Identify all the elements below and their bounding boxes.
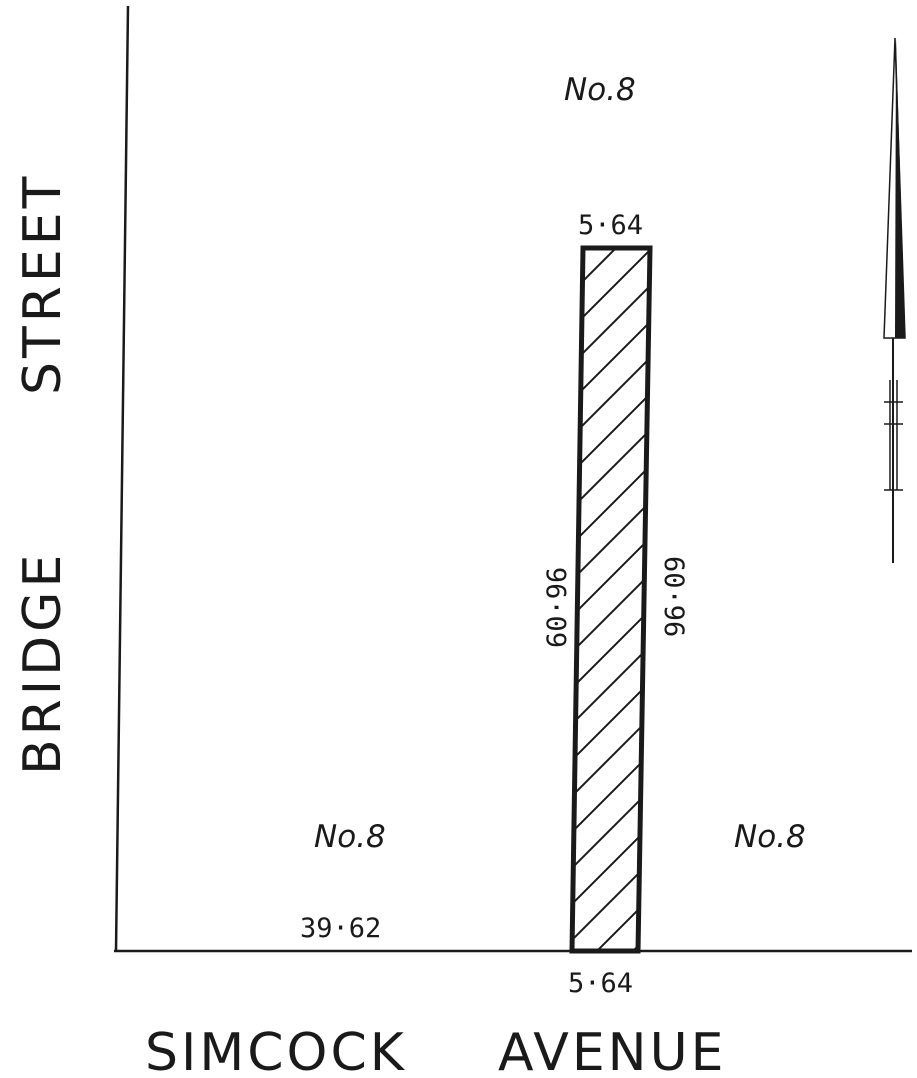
lot-label-bottom-right: No.8 — [734, 819, 806, 855]
street-name-bridge: BRIDGE — [13, 551, 73, 775]
lot-label-top: No.8 — [564, 72, 636, 108]
bridge-street-boundary-line — [114, 5, 130, 952]
dimension-parcel-bottom: 5·64 — [568, 968, 633, 999]
lot-label-bottom-left: No.8 — [314, 819, 386, 855]
dimension-frontage: 39·62 — [300, 913, 381, 944]
north-arrow-icon — [883, 37, 906, 563]
hatched-parcel[interactable] — [569, 245, 653, 954]
street-name-street: STREET — [13, 173, 73, 395]
dimension-parcel-top: 5·64 — [578, 210, 643, 241]
dimension-parcel-right: 60·96 — [658, 556, 689, 637]
street-name-avenue: AVENUE — [498, 1023, 727, 1078]
dimension-parcel-left: 60·96 — [542, 567, 573, 648]
street-name-simcock: SIMCOCK — [145, 1023, 407, 1078]
